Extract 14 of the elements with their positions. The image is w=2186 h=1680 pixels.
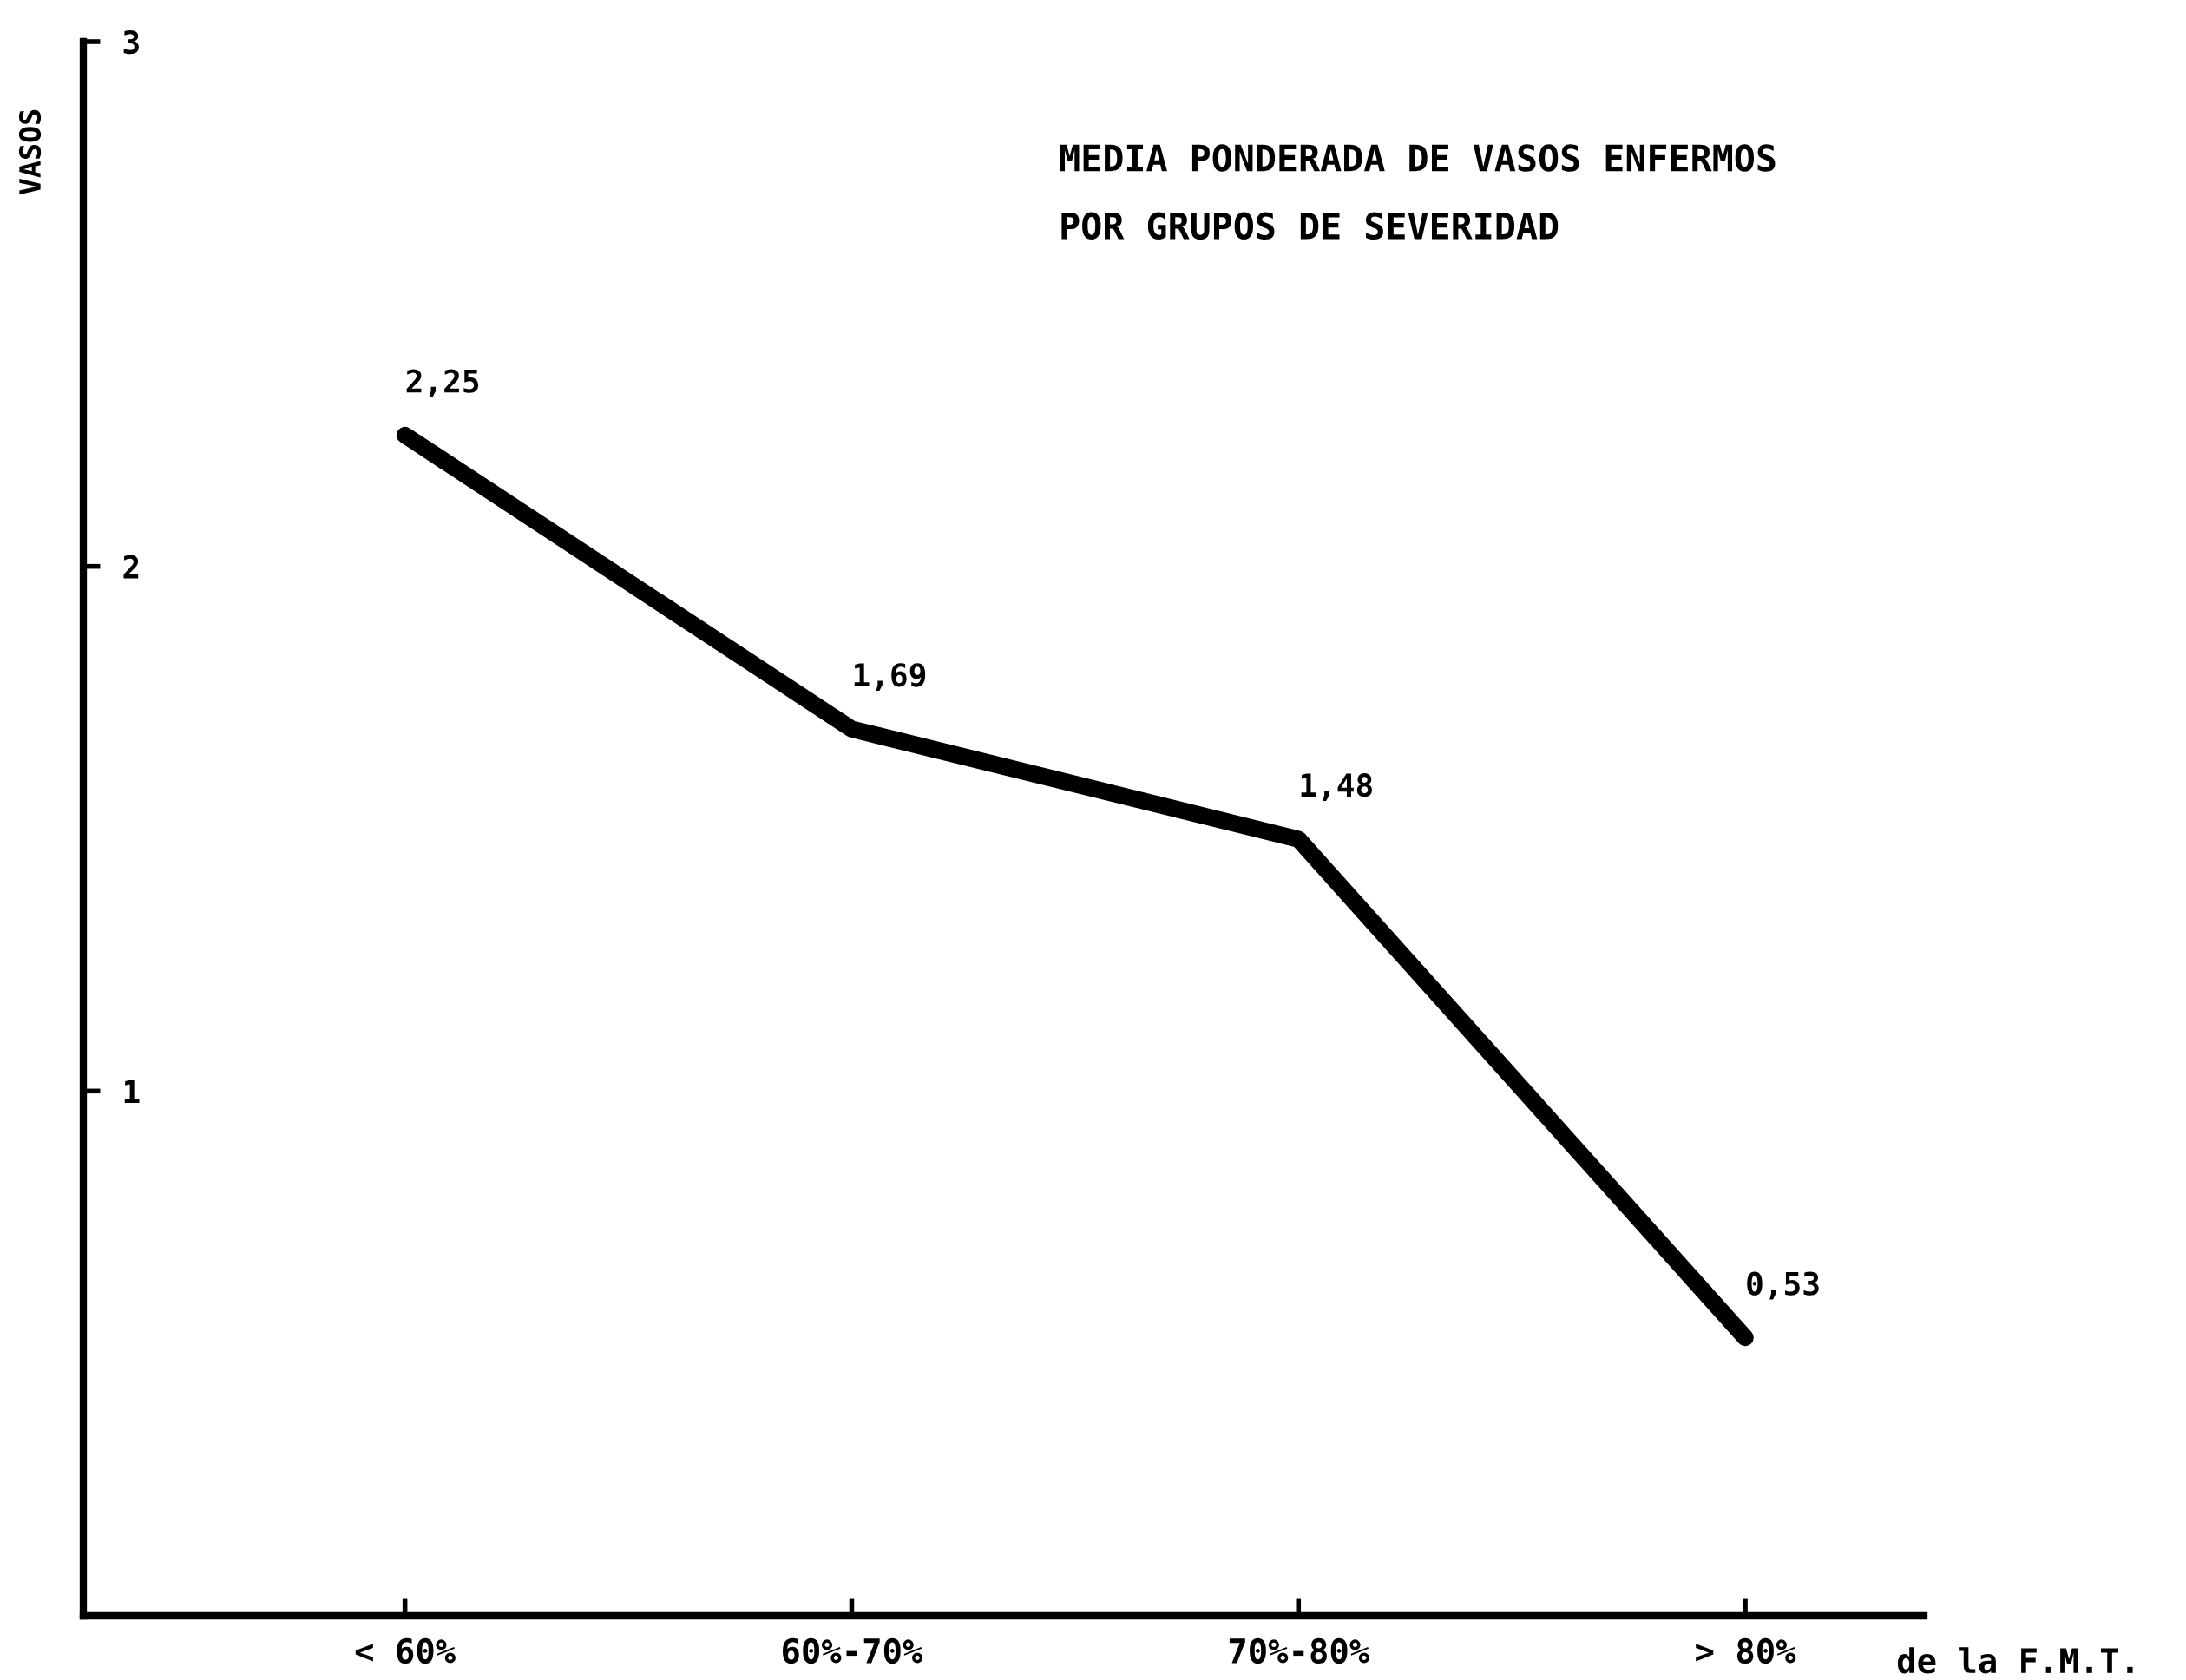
y-tick-label: 3 [123,30,139,55]
y-tick-label: 1 [124,1080,140,1104]
x-axis-title: de la F.M.T. [1897,1647,2133,1674]
x-tick-label: < 60% [355,1637,456,1664]
data-label: 1,69 [854,663,926,691]
data-label: 0,53 [1747,1271,1819,1300]
x-tick-label: 60%-70% [783,1637,923,1664]
text: MEDIA PONDERADA DE VASOS ENFERMOS POR GRUPOS DE SEVERIDAD [1060,144,1776,240]
data-label: 1,48 [1301,773,1372,801]
y-axis-title: VASOS [18,109,42,195]
y-tick-label: 2 [123,555,139,579]
x-tick-label: 70%-80% [1229,1637,1369,1664]
data-label: 2,25 [406,369,479,397]
x-tick-label: > 80% [1696,1637,1796,1664]
